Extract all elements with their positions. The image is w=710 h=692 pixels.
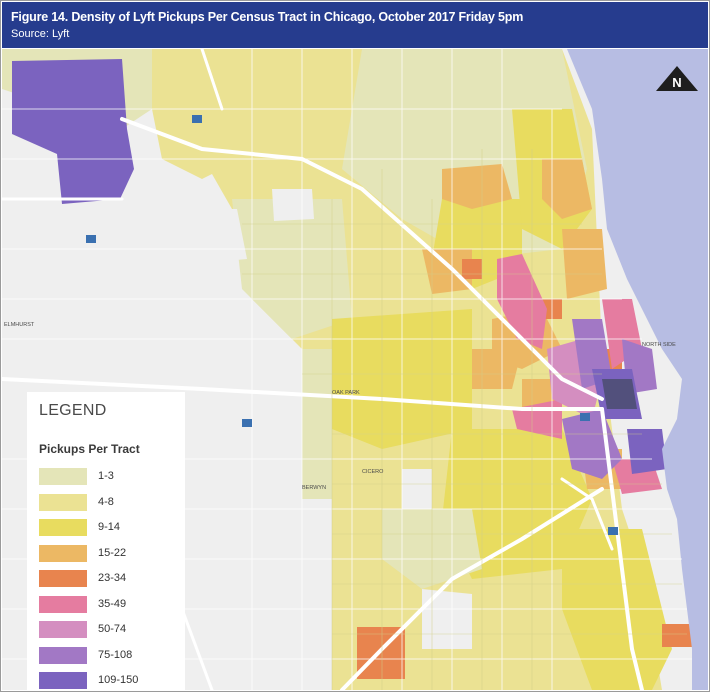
loop-highest-tract xyxy=(602,379,637,409)
legend-label: 23-34 xyxy=(98,572,127,584)
legend-subheading: Pickups Per Tract xyxy=(39,442,140,456)
legend-label: 9-14 xyxy=(98,521,121,533)
legend-label: 50-74 xyxy=(98,623,127,635)
figure-title: Figure 14. Density of Lyft Pickups Per C… xyxy=(11,10,524,24)
place-label-elmhurst: ELMHURST xyxy=(4,322,35,328)
lake-michigan xyxy=(567,49,708,690)
place-label-north-side: NORTH SIDE xyxy=(642,342,676,348)
legend-swatch xyxy=(39,672,87,689)
legend-swatch xyxy=(39,468,87,485)
figure-header: Figure 14. Density of Lyft Pickups Per C… xyxy=(2,2,708,48)
legend-label: 15-22 xyxy=(98,546,127,559)
north-arrow-label: N xyxy=(672,75,681,90)
legend-label: 109-150 xyxy=(98,674,139,686)
legend-heading: LEGEND xyxy=(39,402,107,419)
legend-swatch xyxy=(39,519,87,536)
place-label-cicero: CICERO xyxy=(362,469,384,475)
figure-source: Source: Lyft xyxy=(11,28,70,40)
highway-shields xyxy=(86,115,618,535)
legend-label: 75-108 xyxy=(98,648,133,661)
ohare-tract xyxy=(12,59,134,204)
legend-label: 4-8 xyxy=(98,495,114,508)
map-canvas: N NORTH SIDE ELMHURST OAK PARK CICERO BE… xyxy=(2,49,708,690)
choropleth-map[interactable]: N NORTH SIDE ELMHURST OAK PARK CICERO BE… xyxy=(2,49,708,690)
legend-label: 1-3 xyxy=(98,470,114,482)
legend-swatch xyxy=(39,595,87,613)
legend-swatch xyxy=(39,570,87,587)
legend-swatch xyxy=(39,544,87,562)
place-label-oak-park: OAK PARK xyxy=(332,390,360,396)
legend-swatch xyxy=(39,646,87,664)
tract-boundaries xyxy=(242,149,687,690)
legend-label: 35-49 xyxy=(98,597,127,610)
place-labels: NORTH SIDE ELMHURST OAK PARK CICERO BERW… xyxy=(4,322,676,491)
tract-layer-high xyxy=(497,254,667,494)
north-arrow-icon: N xyxy=(656,66,698,91)
map-legend: LEGEND Pickups Per Tract 1-3 4-8 9-14 15-22… xyxy=(27,392,185,690)
legend-swatch xyxy=(39,621,87,638)
place-label-berwyn: BERWYN xyxy=(302,485,326,491)
legend-swatch xyxy=(39,493,87,511)
